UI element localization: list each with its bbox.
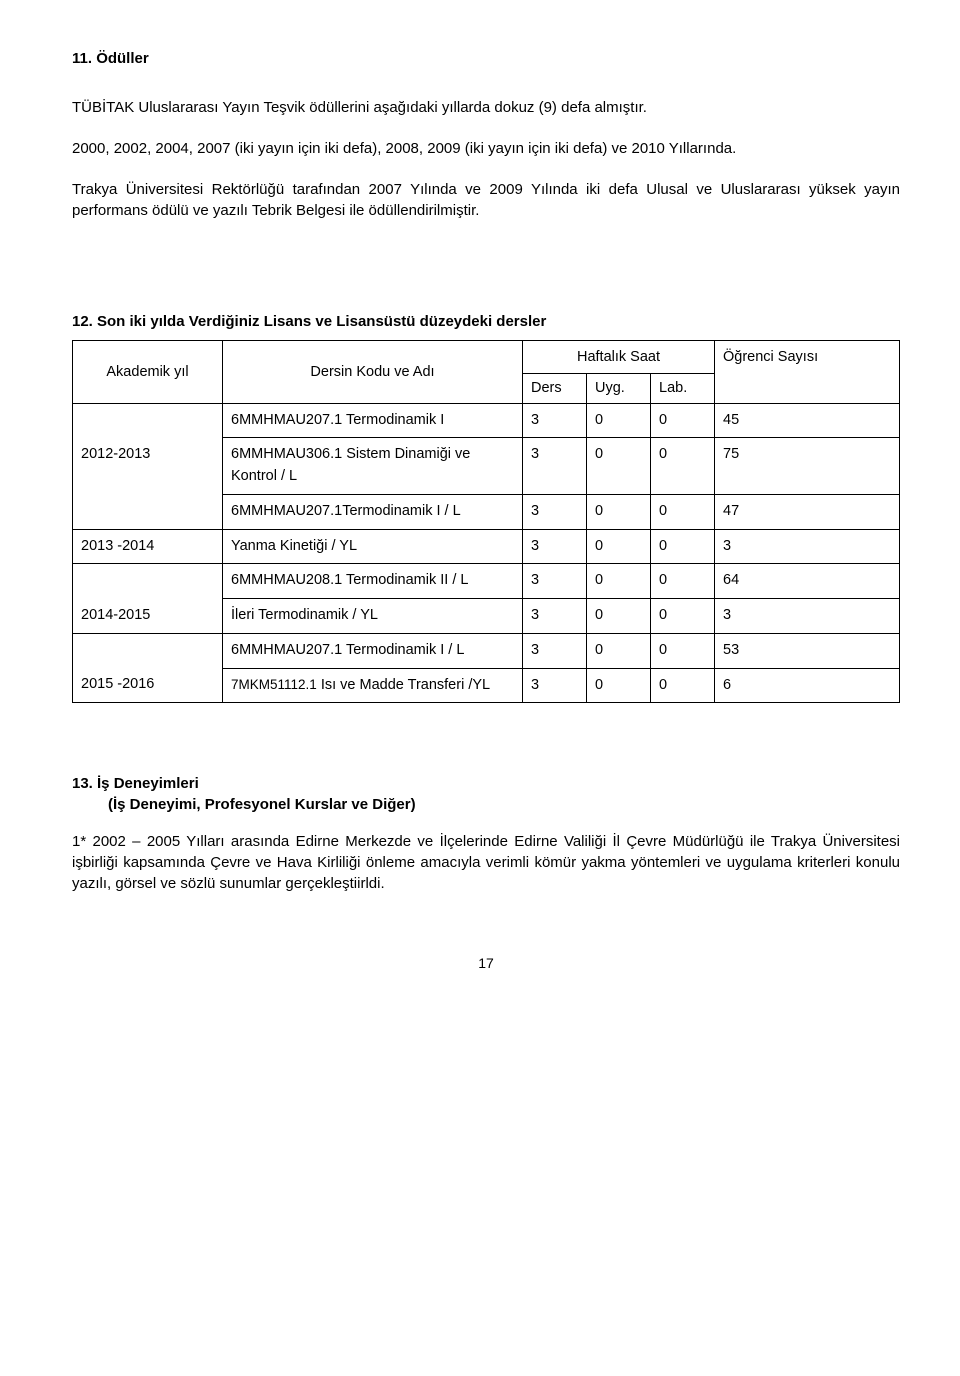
cell-students: 75 [715, 438, 900, 495]
table-row: 2014-2015 İleri Termodinamik / YL 3 0 0 … [73, 599, 900, 634]
table-row: 6MMHMAU207.1Termodinamik I / L 3 0 0 47 [73, 494, 900, 529]
cell-students: 3 [715, 529, 900, 564]
course-name: İleri Termodinamik / YL [231, 607, 378, 623]
section-11-para-1b: 2000, 2002, 2004, 2007 (iki yayın için i… [72, 138, 900, 159]
col-header-year: Akademik yıl [106, 364, 188, 380]
col-header-ders: Ders [531, 380, 562, 396]
cell-students: 47 [715, 494, 900, 529]
cell-lab: 0 [651, 668, 715, 703]
cell-ders: 3 [523, 529, 587, 564]
cell-lab: 0 [651, 403, 715, 438]
col-header-lab: Lab. [659, 380, 687, 396]
col-header-students: Öğrenci Sayısı [723, 349, 818, 365]
section-11-para-2: Trakya Üniversitesi Rektörlüğü tarafında… [72, 179, 900, 221]
course-name-rest: Isı ve Madde Transferi /YL [317, 677, 490, 693]
table-row: 2013 -2014 Yanma Kinetiği / YL 3 0 0 3 [73, 529, 900, 564]
page-number: 17 [72, 954, 900, 974]
cell-lab: 0 [651, 494, 715, 529]
cell-ders: 3 [523, 403, 587, 438]
table-row: 2015 -2016 7MKM51112.1 Isı ve Madde Tran… [73, 668, 900, 703]
academic-year: 2015 -2016 [81, 676, 154, 692]
cell-uyg: 0 [587, 564, 651, 599]
table-row: 6MMHMAU208.1 Termodinamik II / L 3 0 0 6… [73, 564, 900, 599]
cell-uyg: 0 [587, 529, 651, 564]
section-11-heading: 11. Ödüller [72, 48, 900, 69]
course-name: 6MMHMAU208.1 Termodinamik II / L [231, 572, 468, 588]
col-header-uyg: Uyg. [595, 380, 625, 396]
col-header-weekly: Haftalık Saat [577, 349, 660, 365]
cell-students: 53 [715, 633, 900, 668]
cell-ders: 3 [523, 438, 587, 495]
cell-lab: 0 [651, 529, 715, 564]
course-name-prefix: 7MKM51112.1 [231, 677, 317, 692]
cell-ders: 3 [523, 668, 587, 703]
course-name: 6MMHMAU306.1 Sistem Dinamiği ve Kontrol … [231, 446, 470, 484]
col-header-course: Dersin Kodu ve Adı [310, 364, 434, 380]
table-header-row: Akademik yıl Dersin Kodu ve Adı Haftalık… [73, 341, 900, 374]
section-13-heading-2: (İş Deneyimi, Profesyonel Kurslar ve Diğ… [72, 794, 900, 815]
cell-students: 45 [715, 403, 900, 438]
section-13-heading-1: 13. İş Deneyimleri [72, 773, 900, 794]
course-name: 6MMHMAU207.1 Termodinamik I [231, 412, 444, 428]
cell-uyg: 0 [587, 438, 651, 495]
cell-students: 6 [715, 668, 900, 703]
cell-ders: 3 [523, 633, 587, 668]
section-13-para: 1* 2002 – 2005 Yılları arasında Edirne M… [72, 831, 900, 894]
course-name: Yanma Kinetiği / YL [231, 538, 357, 554]
table-row: 2012-2013 6MMHMAU306.1 Sistem Dinamiği v… [73, 438, 900, 495]
table-row: 6MMHMAU207.1 Termodinamik I 3 0 0 45 [73, 403, 900, 438]
cell-uyg: 0 [587, 494, 651, 529]
cell-students: 64 [715, 564, 900, 599]
academic-year: 2013 -2014 [81, 538, 154, 554]
section-12-heading: 12. Son iki yılda Verdiğiniz Lisans ve L… [72, 311, 900, 332]
cell-lab: 0 [651, 438, 715, 495]
cell-students: 3 [715, 599, 900, 634]
cell-lab: 0 [651, 599, 715, 634]
cell-lab: 0 [651, 564, 715, 599]
cell-uyg: 0 [587, 668, 651, 703]
course-name: 6MMHMAU207.1Termodinamik I / L [231, 503, 461, 519]
cell-ders: 3 [523, 599, 587, 634]
courses-table: Akademik yıl Dersin Kodu ve Adı Haftalık… [72, 340, 900, 703]
section-11-para-1a: TÜBİTAK Uluslararası Yayın Teşvik ödülle… [72, 97, 900, 118]
cell-ders: 3 [523, 564, 587, 599]
cell-uyg: 0 [587, 633, 651, 668]
academic-year: 2012-2013 [81, 446, 150, 462]
cell-lab: 0 [651, 633, 715, 668]
table-row: 6MMHMAU207.1 Termodinamik I / L 3 0 0 53 [73, 633, 900, 668]
cell-uyg: 0 [587, 599, 651, 634]
course-name: 6MMHMAU207.1 Termodinamik I / L [231, 642, 464, 658]
academic-year: 2014-2015 [81, 607, 150, 623]
cell-uyg: 0 [587, 403, 651, 438]
cell-ders: 3 [523, 494, 587, 529]
